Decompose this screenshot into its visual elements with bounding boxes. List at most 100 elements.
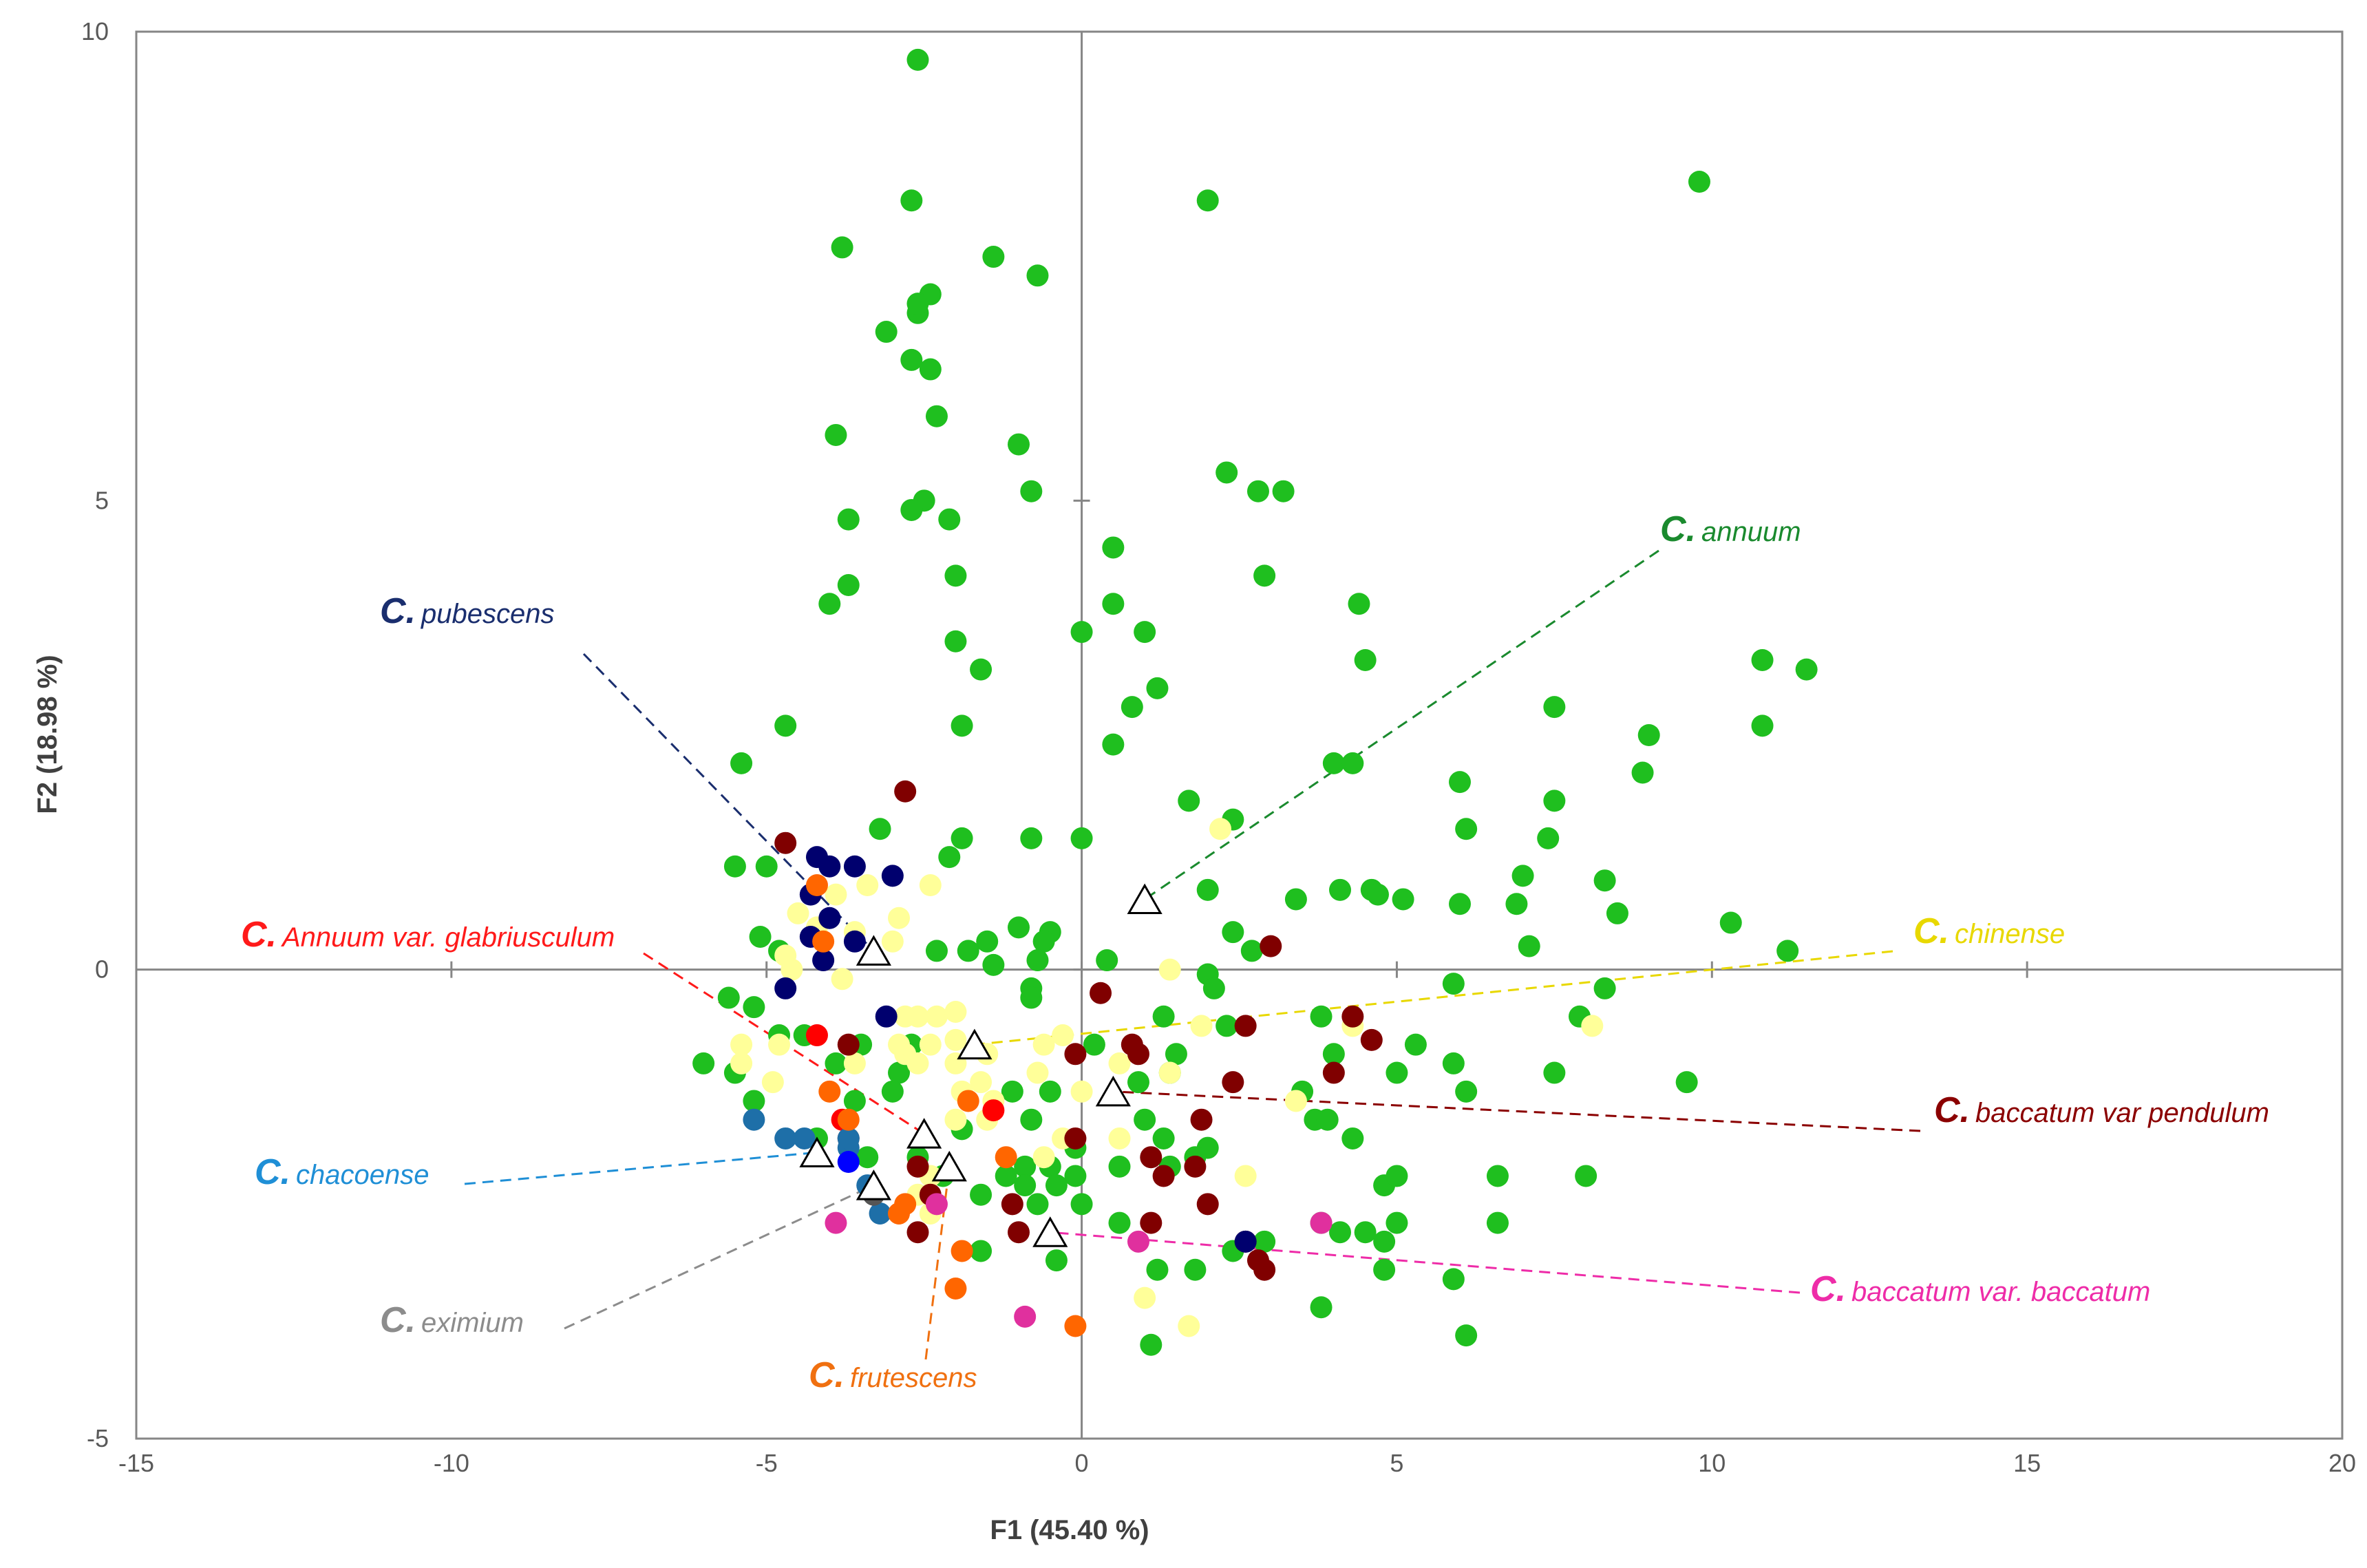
group-label-epithet: chinense [1955,919,2065,949]
centroid-c-frutescens [931,1150,967,1182]
data-point [1152,1005,1175,1028]
data-point [1631,761,1654,784]
data-point [774,1127,797,1149]
data-point [888,1202,911,1225]
data-point [805,874,828,897]
group-label-initial: C. [1913,911,1949,951]
data-point [812,930,835,953]
data-point [1070,621,1093,644]
data-point [906,1155,929,1178]
data-point [1008,1221,1030,1244]
data-point [1026,264,1049,287]
data-point [1234,1165,1257,1187]
data-point [1505,893,1528,915]
leader-line-c-chacoense [464,1151,818,1185]
data-point [888,1033,911,1056]
data-point [1184,1258,1207,1281]
data-point [919,358,942,381]
data-point [825,423,847,446]
data-point [812,949,835,972]
data-point [982,1099,1005,1122]
data-point [787,902,809,924]
data-point [1310,1296,1333,1319]
data-point [843,1052,866,1074]
data-point [938,508,961,531]
data-point [1146,677,1169,699]
data-point [1329,1221,1352,1244]
data-point [831,968,853,990]
points-layer [692,48,1818,1356]
data-point [1675,1071,1698,1094]
data-point [1196,878,1219,901]
x-tick-label: -10 [434,1449,469,1477]
group-label-c-eximium: C. eximium [380,1300,524,1340]
group-label-initial: C. [1934,1090,1970,1130]
data-point [1719,911,1742,934]
data-point [774,977,797,999]
data-point [1070,1080,1093,1103]
data-point [1008,916,1030,939]
data-point [837,1033,860,1056]
data-point [1064,1315,1087,1337]
data-point [1575,1165,1598,1187]
data-point [1240,940,1263,962]
group-label-initial: C. [1810,1269,1846,1309]
group-label-c-chacoense: C. chacoense [255,1152,429,1192]
data-point [951,1240,973,1262]
data-point [1593,977,1616,999]
data-point [1020,480,1043,502]
data-point [925,1005,948,1028]
centroid-c-chinense [957,1028,993,1060]
data-point [1386,1211,1408,1234]
data-point [843,1090,866,1112]
data-point [875,321,898,343]
data-point [743,996,765,1019]
data-point [1404,1033,1427,1056]
data-point [1209,818,1232,840]
data-point [805,1024,828,1047]
data-point [1322,1043,1345,1066]
data-point [1284,888,1307,911]
data-point [925,1193,948,1216]
data-point [1045,1174,1068,1197]
data-point [1442,1268,1465,1291]
data-point [1202,977,1225,999]
data-point [1537,827,1560,849]
data-point [1253,1258,1276,1281]
data-point [944,1000,967,1023]
group-label-initial: C. [1660,509,1696,549]
group-label-c-pubescens: C. pubescens [380,591,554,631]
data-point [1455,1080,1478,1103]
data-point [1637,724,1660,746]
data-point [730,1052,753,1074]
data-point [1196,1193,1219,1216]
data-point [818,855,841,878]
data-point [1486,1211,1509,1234]
x-tick-label: -5 [756,1449,778,1477]
data-point [774,831,797,854]
data-point [1032,1146,1055,1169]
data-point [825,883,847,906]
data-point [774,714,797,737]
data-point [843,930,866,953]
data-point [970,1183,993,1206]
data-point [1026,1061,1049,1084]
data-point [919,874,942,897]
series-c-blue-outlier [837,1151,860,1174]
data-point [1196,189,1219,212]
data-point [793,1127,816,1149]
centroid-c-baccatum-var-pendulum [1095,1075,1131,1107]
y-tick-label: 10 [81,17,109,45]
data-point [1108,1155,1131,1178]
data-point [730,752,753,774]
data-point [957,940,979,962]
group-label-epithet: annuum [1701,517,1801,547]
plot-area [135,30,2344,1440]
data-point [1108,1052,1131,1074]
data-point [1026,1193,1049,1216]
data-point [1310,1005,1333,1028]
data-point [837,1108,860,1131]
data-point [1234,1230,1257,1253]
group-label-epithet: baccatum var. baccatum [1851,1277,2150,1307]
